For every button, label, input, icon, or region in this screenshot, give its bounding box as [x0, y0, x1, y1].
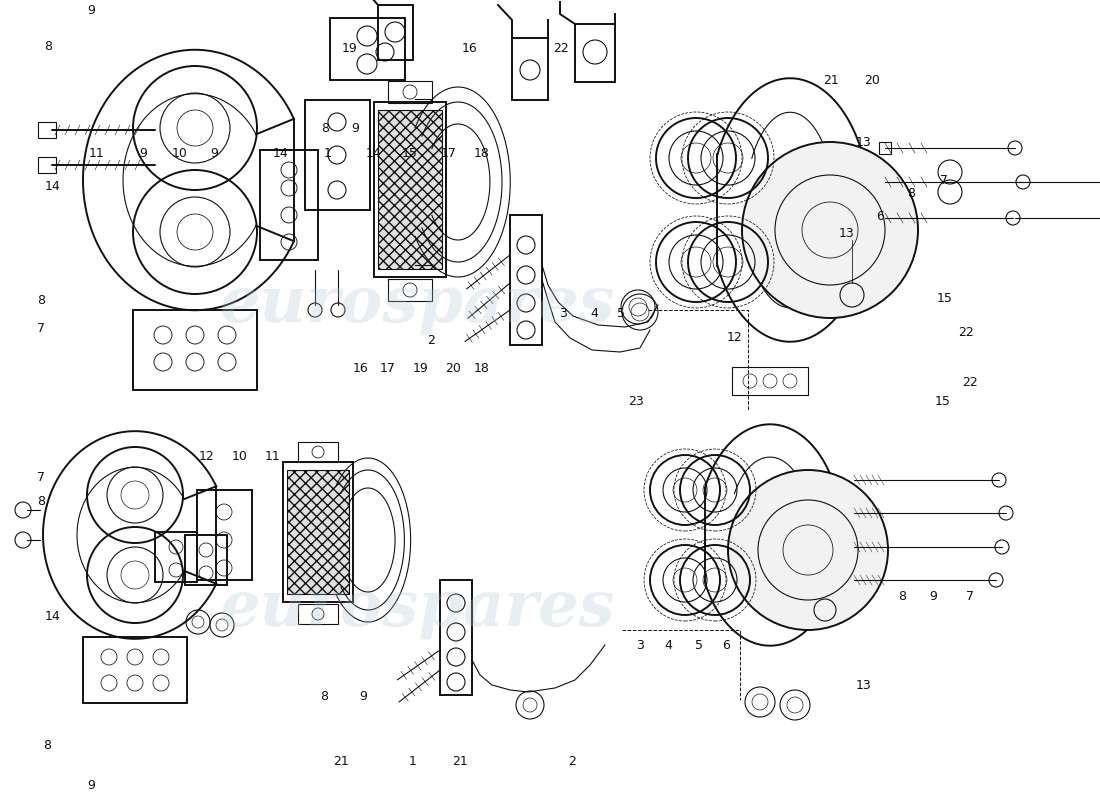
Text: 15: 15 [935, 395, 950, 408]
Bar [185, 535, 227, 585]
Bar [440, 580, 472, 695]
Text: 4: 4 [590, 307, 598, 320]
Bar [298, 604, 338, 624]
Text: 20: 20 [865, 74, 880, 86]
Text: 8: 8 [36, 495, 45, 508]
Text: 15: 15 [937, 291, 953, 305]
Text: 16: 16 [353, 362, 369, 374]
Bar [879, 142, 891, 154]
Bar [330, 18, 405, 80]
Bar [388, 279, 432, 301]
Text: 7: 7 [36, 471, 45, 484]
Text: 11: 11 [89, 147, 104, 160]
Text: 2: 2 [427, 334, 436, 346]
Text: 19: 19 [412, 362, 428, 374]
Text: 4: 4 [664, 639, 673, 652]
Text: 1: 1 [408, 755, 417, 768]
Text: 8: 8 [321, 122, 329, 135]
Circle shape [728, 470, 888, 630]
Text: 8: 8 [43, 739, 52, 752]
Bar [879, 212, 891, 224]
Text: 8: 8 [898, 590, 906, 602]
Text: eurospares: eurospares [220, 578, 616, 638]
Text: 8: 8 [906, 187, 915, 200]
Text: 7: 7 [37, 322, 45, 334]
Text: 8: 8 [37, 294, 45, 306]
Text: 17: 17 [441, 147, 456, 160]
Text: 18: 18 [474, 147, 490, 160]
Text: 13: 13 [839, 227, 855, 240]
Text: 6: 6 [876, 210, 884, 222]
Text: 21: 21 [333, 755, 349, 768]
Text: 9: 9 [928, 590, 937, 602]
Bar [732, 367, 808, 395]
Text: 20: 20 [446, 362, 461, 374]
Bar [298, 442, 338, 462]
Text: 21: 21 [823, 74, 838, 86]
Text: 14: 14 [366, 147, 382, 160]
Text: 21: 21 [452, 755, 468, 768]
Text: 22: 22 [553, 42, 569, 54]
Text: 7: 7 [939, 174, 948, 186]
Text: 13: 13 [856, 137, 872, 150]
Text: 14: 14 [273, 147, 288, 160]
Text: eurospares: eurospares [220, 274, 616, 334]
Text: 12: 12 [727, 331, 742, 344]
Text: 14: 14 [45, 179, 60, 193]
Bar [287, 470, 349, 594]
Bar [39, 157, 56, 173]
Text: 1: 1 [323, 147, 332, 160]
Text: 9: 9 [139, 147, 147, 160]
Text: 9: 9 [351, 122, 359, 135]
Text: 2: 2 [568, 755, 576, 768]
Bar [82, 637, 187, 703]
Text: 9: 9 [210, 147, 219, 160]
Bar [378, 110, 442, 269]
Circle shape [742, 142, 918, 318]
Bar [512, 38, 548, 100]
Bar [197, 490, 252, 580]
Bar [374, 102, 446, 277]
Text: 8: 8 [320, 690, 329, 702]
Text: 10: 10 [232, 450, 248, 462]
Text: 12: 12 [199, 450, 214, 462]
Bar [260, 150, 318, 260]
Text: 5: 5 [617, 307, 626, 320]
Text: 22: 22 [962, 375, 978, 389]
Text: 15: 15 [402, 147, 417, 160]
Text: 14: 14 [45, 610, 60, 622]
Text: 11: 11 [265, 450, 280, 462]
Text: 18: 18 [474, 362, 490, 374]
Text: 13: 13 [856, 679, 871, 692]
Text: 23: 23 [628, 395, 643, 408]
Bar [879, 176, 891, 188]
Text: 17: 17 [379, 362, 395, 374]
Text: 3: 3 [559, 307, 568, 320]
Text: 3: 3 [636, 639, 645, 652]
Bar [39, 122, 56, 138]
Text: 9: 9 [87, 779, 96, 792]
Bar [155, 532, 197, 582]
Bar [510, 215, 542, 345]
Text: 9: 9 [87, 3, 95, 17]
Text: 22: 22 [958, 326, 974, 338]
Text: 7: 7 [966, 590, 975, 602]
Text: 9: 9 [359, 690, 367, 702]
Text: 6: 6 [722, 639, 730, 652]
Bar [305, 100, 370, 210]
Text: 16: 16 [462, 42, 477, 54]
Bar [283, 462, 353, 602]
Text: 5: 5 [694, 639, 703, 652]
Bar [575, 24, 615, 82]
Bar [388, 81, 432, 103]
Text: 10: 10 [172, 147, 187, 160]
Text: 19: 19 [342, 42, 358, 54]
Bar [133, 310, 257, 390]
Bar [378, 5, 412, 60]
Text: 8: 8 [44, 39, 52, 53]
